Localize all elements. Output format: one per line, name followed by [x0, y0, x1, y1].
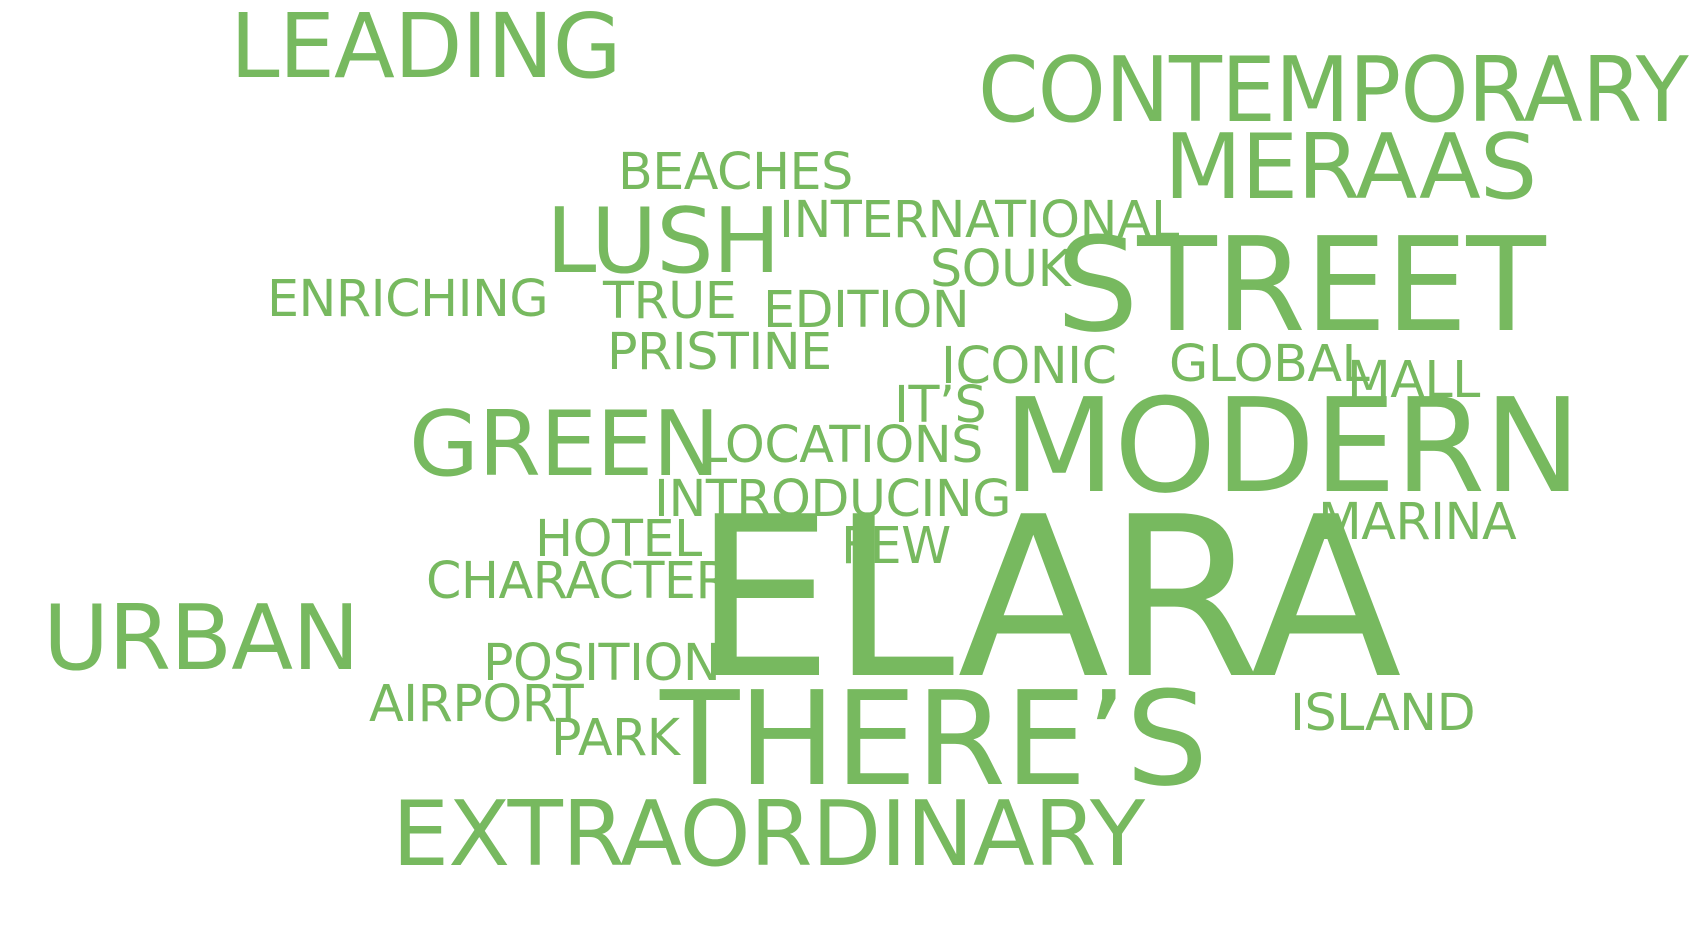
word-few: FEW: [841, 516, 951, 576]
word-street: STREET: [1056, 209, 1546, 362]
word-theres: THERE’S: [660, 663, 1208, 816]
word-modern: MODERN: [1003, 370, 1581, 523]
word-elara: ELARA: [693, 469, 1402, 728]
word-position: POSITION: [483, 633, 721, 693]
word-contemporary: CONTEMPORARY: [978, 37, 1689, 143]
word-green: GREEN: [409, 391, 720, 497]
word-iconic: ICONIC: [941, 336, 1117, 396]
word-mall: MALL: [1347, 350, 1480, 410]
word-pristine: PRISTINE: [607, 322, 832, 382]
word-hotel: HOTEL: [535, 509, 702, 569]
word-its: IT’S: [894, 375, 987, 435]
word-true: TRUE: [603, 271, 737, 331]
word-introducing: INTRODUCING: [654, 469, 1012, 529]
word-global: GLOBAL: [1169, 334, 1370, 394]
word-character: CHARACTER: [426, 551, 731, 611]
word-locations: LOCATIONS: [699, 415, 983, 475]
word-beaches: BEACHES: [618, 142, 853, 202]
word-extraordinary: EXTRAORDINARY: [392, 781, 1145, 887]
word-airport: AIRPORT: [369, 674, 584, 734]
word-leading: LEADING: [230, 0, 622, 99]
word-international: INTERNATIONAL: [779, 190, 1179, 250]
word-meraas: MERAAS: [1164, 114, 1537, 220]
word-enriching: ENRICHING: [267, 269, 549, 329]
word-island: ISLAND: [1290, 683, 1476, 743]
word-park: PARK: [551, 708, 680, 768]
word-urban: URBAN: [43, 585, 360, 691]
word-souk: SOUK: [930, 239, 1071, 299]
word-edition: EDITION: [763, 280, 970, 340]
word-marina: MARINA: [1318, 492, 1517, 552]
word-lush: LUSH: [546, 188, 781, 294]
